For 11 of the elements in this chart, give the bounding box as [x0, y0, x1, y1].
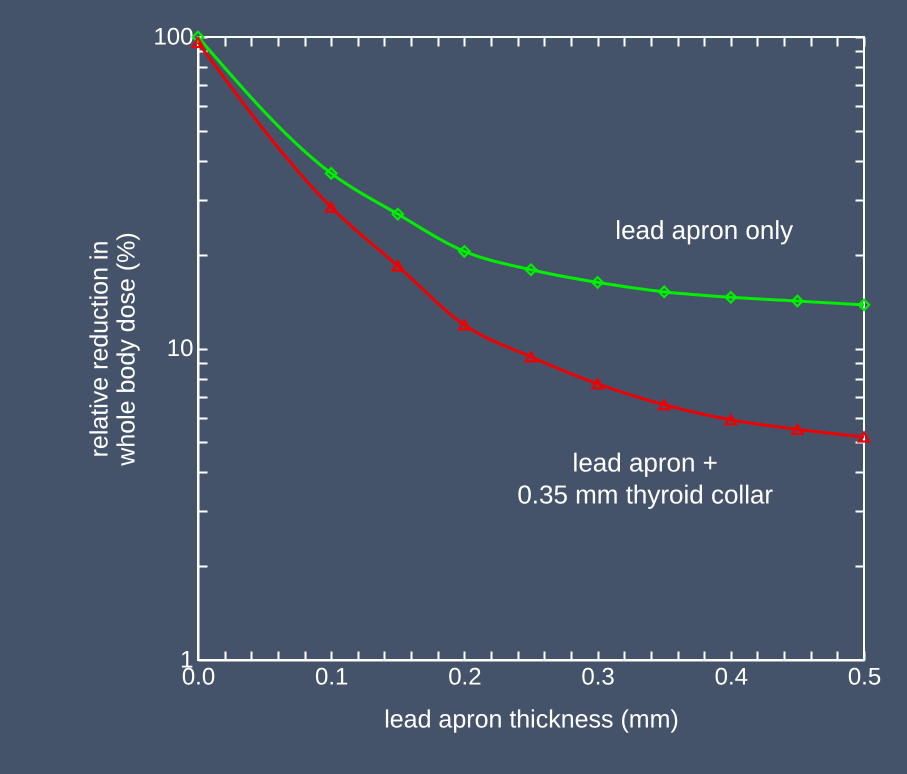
x-axis-title: lead apron thickness (mm) — [384, 706, 679, 734]
y-axis-title: relative reduction in whole body dose (%) — [85, 232, 140, 467]
series-label: lead apron + 0.35 mm thyroid collar — [517, 448, 774, 510]
y-tick-label: 10 — [166, 335, 194, 362]
series-label: lead apron only — [615, 214, 794, 245]
x-tick-label: 0.4 — [714, 664, 748, 690]
y-tick-label: 100 — [153, 24, 194, 50]
x-tick-label: 0.3 — [581, 664, 615, 690]
x-tick-label: 0.1 — [315, 664, 348, 690]
x-tick-label: 0.5 — [848, 664, 882, 690]
x-tick-label: 0.2 — [448, 664, 482, 690]
